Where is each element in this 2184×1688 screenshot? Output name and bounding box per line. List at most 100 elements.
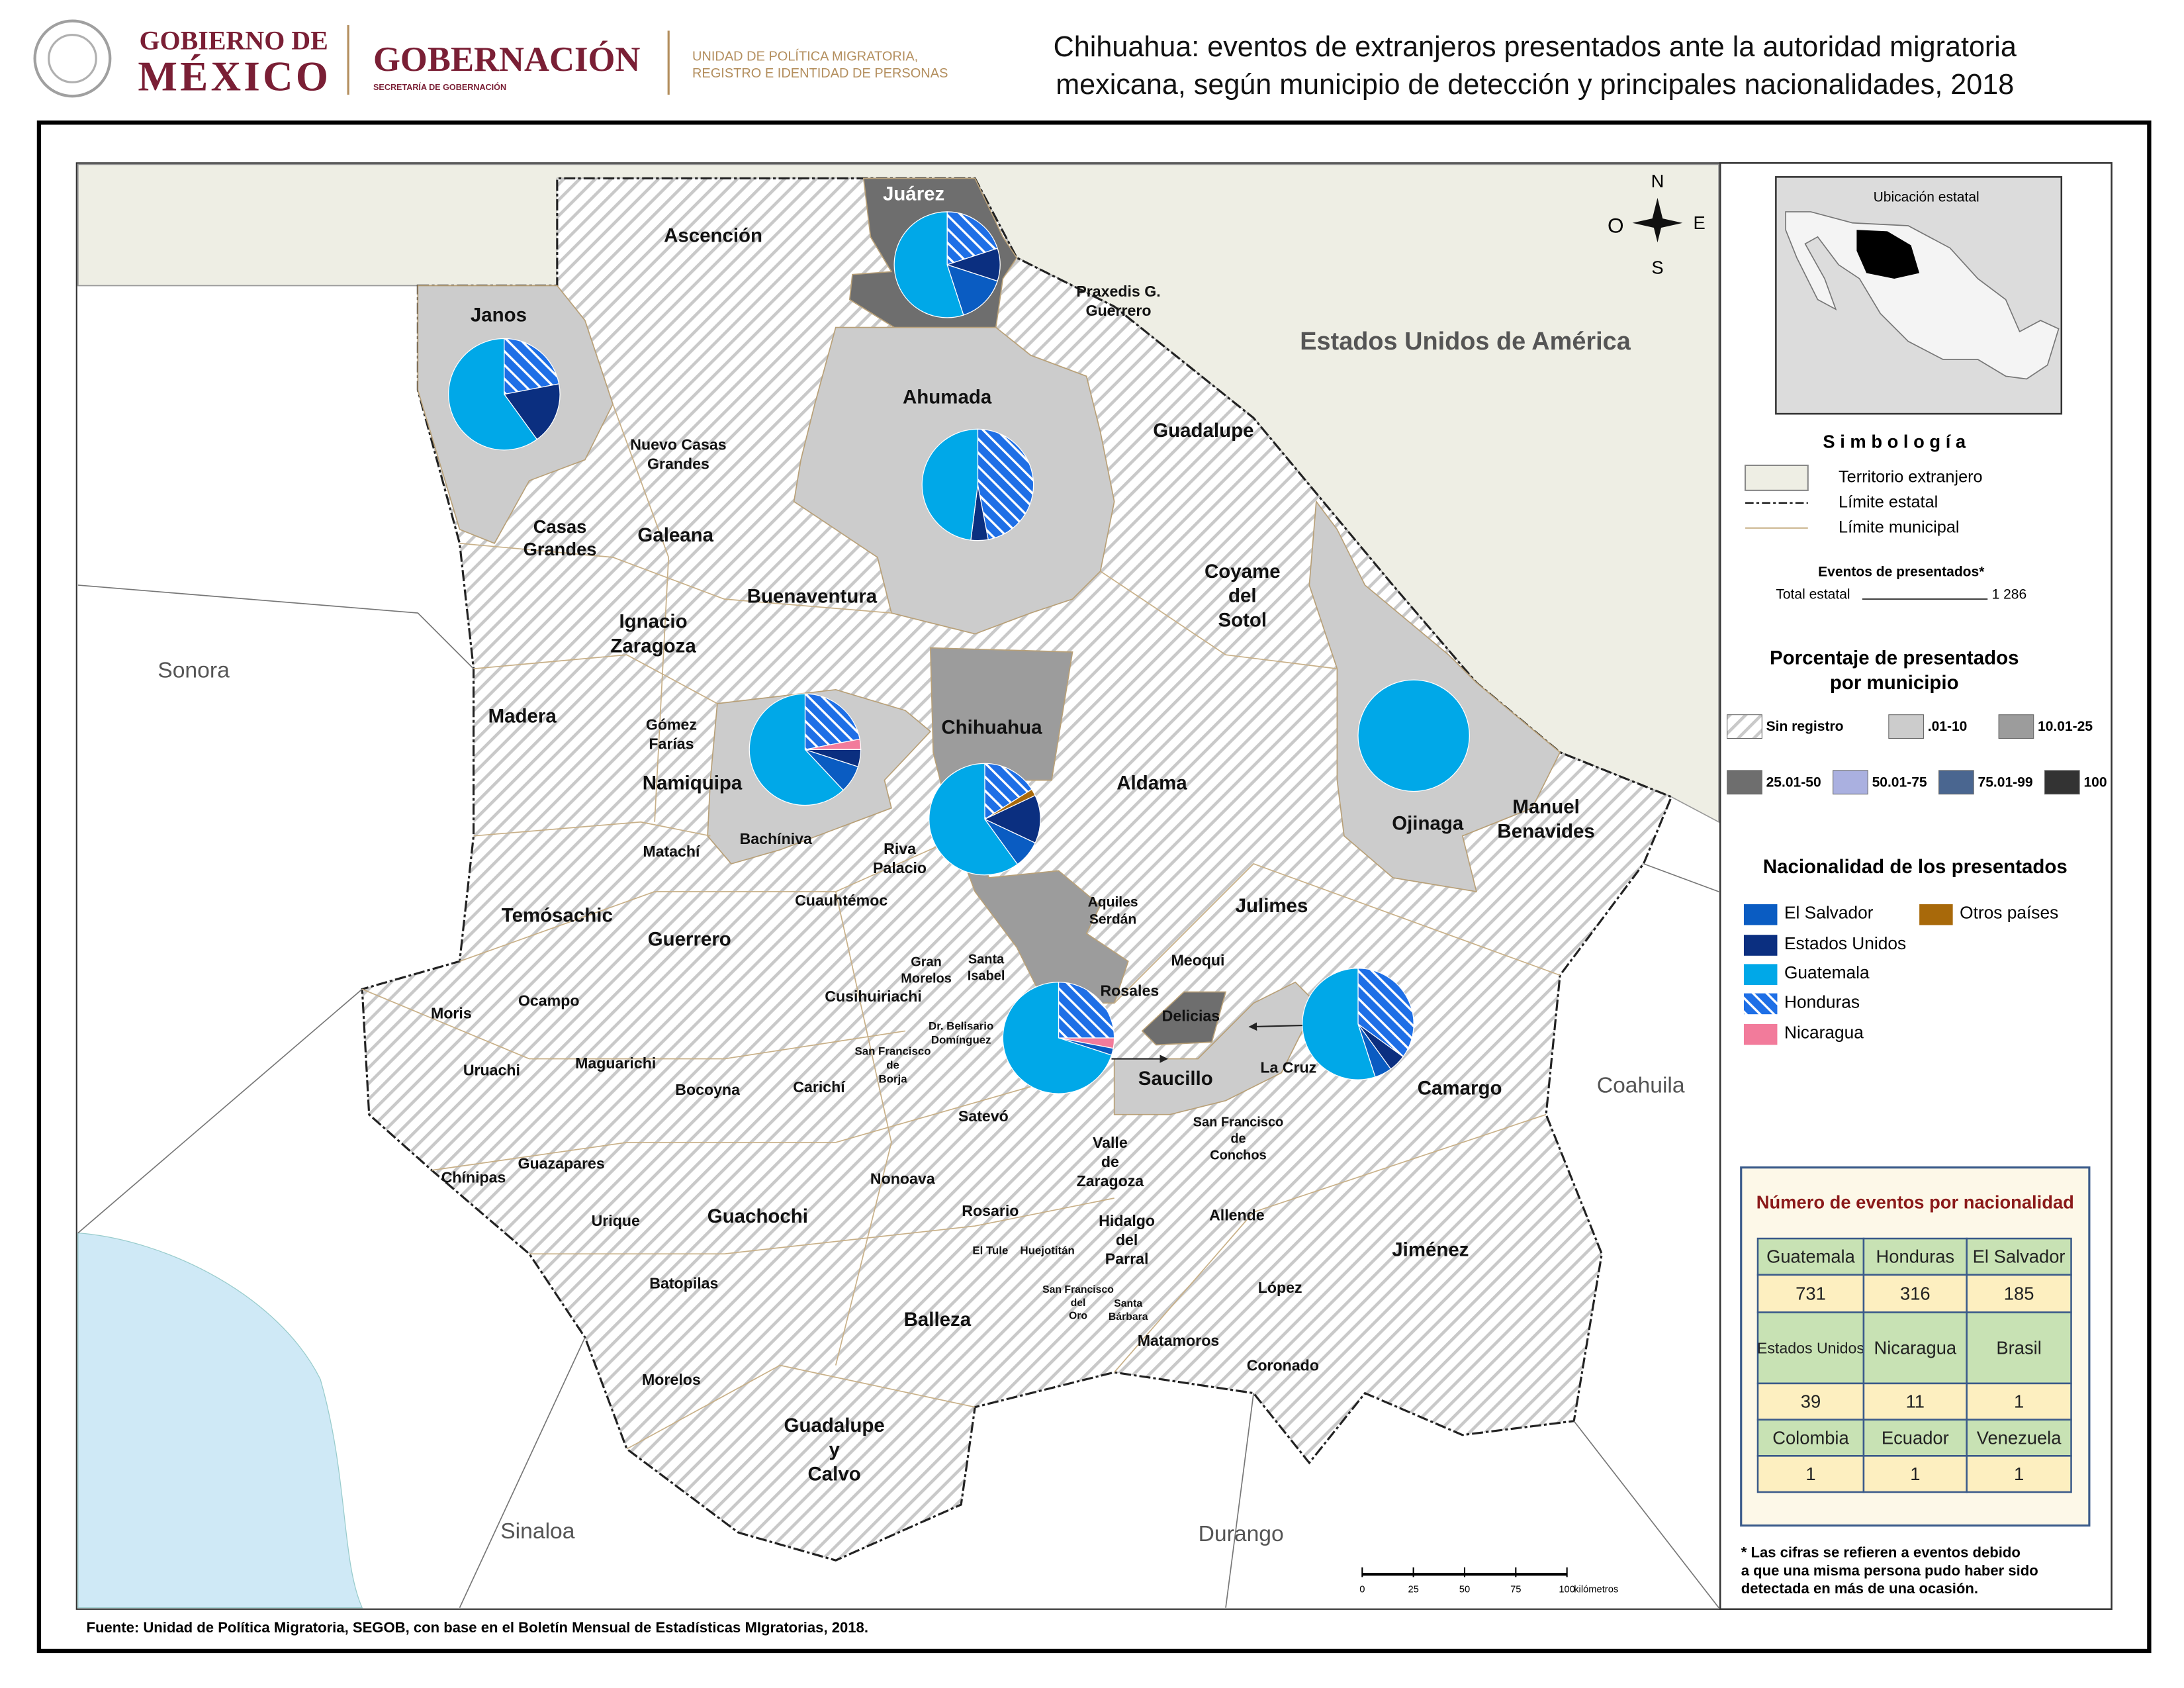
- municipality-label: Cuauhtémoc: [795, 892, 887, 909]
- events-title: Eventos de presentados*: [1818, 565, 1985, 580]
- municipality-label: Maguarichi: [575, 1055, 656, 1072]
- source: Fuente: Unidad de Política Migratoria, S…: [86, 1619, 868, 1636]
- state-border: [77, 988, 363, 1234]
- municipal-border: [612, 404, 670, 822]
- table-header-cell: [1862, 1419, 1968, 1457]
- municipality-label: Delicias: [1162, 1007, 1220, 1024]
- percent-title: Porcentaje de presentados: [1770, 647, 2019, 669]
- municipality-label: Jiménez: [1392, 1239, 1469, 1261]
- scale-tick-label: 75: [1510, 1584, 1521, 1595]
- municipality-label: Calvo: [808, 1464, 861, 1485]
- pie-slice: [983, 794, 1041, 844]
- municipal-border: [473, 654, 718, 704]
- neighbor-label: Durango: [1199, 1522, 1284, 1546]
- table-cell: [1862, 1382, 1968, 1421]
- table-header-text: Ecuador: [1882, 1427, 1949, 1448]
- municipality-label: Meoqui: [1171, 951, 1224, 968]
- nationality-swatch: [1919, 904, 1953, 925]
- municipality-label: Chihuahua: [941, 717, 1042, 739]
- municipality-label: Coyame: [1205, 561, 1281, 583]
- municipality-label: Morelos: [901, 972, 952, 986]
- municipality-label: Juárez: [883, 183, 944, 205]
- municipal-border: [459, 835, 962, 962]
- nationality-title: Nacionalidad de los presentados: [1763, 856, 2068, 878]
- municipality-label: Nuevo Casas: [630, 436, 726, 453]
- municipality-label: La Cruz: [1260, 1058, 1316, 1076]
- title: mexicana, según municipio de detección y…: [1056, 69, 2014, 101]
- nationality-label: El Salvador: [1784, 903, 1874, 923]
- municipality-label: Riva: [884, 840, 917, 857]
- pie-slice: [984, 763, 1032, 820]
- municipal-border: [529, 1197, 1115, 1255]
- municipality-label: López: [1258, 1279, 1302, 1296]
- municipality-label: Aquiles: [1088, 894, 1138, 910]
- table-value: 39: [1801, 1391, 1821, 1412]
- table-value: 185: [2004, 1283, 2034, 1303]
- scale-tick-label: 50: [1459, 1584, 1470, 1595]
- table-header-cell: [1966, 1419, 2072, 1457]
- municipality-label: Julimes: [1236, 895, 1308, 917]
- table-header-text: El Salvador: [1973, 1246, 2066, 1267]
- municipality-label: y: [829, 1439, 840, 1461]
- inset-chihuahua: [1856, 230, 1920, 279]
- nationality-label: Honduras: [1784, 992, 1860, 1011]
- municipal-border: [626, 1364, 976, 1450]
- neighbor-label: Sonora: [158, 658, 230, 682]
- municipality-label: de: [886, 1059, 899, 1072]
- municipality-label: Ojinaga: [1392, 813, 1464, 835]
- municipality-label: Urique: [592, 1212, 640, 1229]
- table-value: 1: [1805, 1464, 1815, 1484]
- pie-slice: [504, 338, 560, 395]
- class-label: Sin registro: [1766, 719, 1844, 734]
- municipality-label: Palacio: [873, 859, 927, 876]
- municipality-label: Guachochi: [707, 1205, 808, 1227]
- municipality-label: Camargo: [1418, 1078, 1502, 1100]
- municipality-label: Gómez: [646, 716, 697, 733]
- municipality-label: Coronado: [1247, 1357, 1319, 1374]
- municipality-shaded: [1141, 991, 1227, 1046]
- municipality-label: Santa: [1114, 1298, 1142, 1309]
- municipality-label: Bachíniva: [740, 830, 813, 847]
- table-cell: [1966, 1382, 2072, 1421]
- class-swatch: [1833, 770, 1868, 795]
- nationality-swatch: [1743, 993, 1778, 1015]
- total-label: Total estatal: [1776, 586, 1850, 602]
- municipality-label: Gran: [911, 955, 942, 970]
- municipality-label: Galeana: [637, 524, 713, 546]
- state-border: [1225, 1393, 1254, 1608]
- table-header-text: Estados Unidos: [1757, 1339, 1864, 1356]
- symbol-label: Territorio extranjero: [1839, 468, 1983, 487]
- pie-slice: [749, 693, 844, 806]
- pie-slice: [448, 338, 538, 451]
- municipality-label: Zaragoza: [1077, 1172, 1145, 1190]
- municipal-border: [1114, 1113, 1547, 1373]
- municipality-label: Saucillo: [1138, 1068, 1213, 1090]
- municipality-label: Valle: [1093, 1134, 1128, 1151]
- table-header-text: Nicaragua: [1874, 1338, 1956, 1358]
- municipality-label: Farías: [649, 735, 694, 753]
- table-header-text: Brasil: [1996, 1338, 2041, 1358]
- table-cell: [1756, 1455, 1865, 1493]
- inset-title: Ubicación estatal: [1874, 189, 1979, 205]
- class-label: 75.01-99: [1978, 774, 2033, 790]
- symbology-title: S i m b o l o g í a: [1823, 432, 1966, 452]
- class-swatch: [1727, 770, 1762, 795]
- municipality-label: Manuel: [1512, 796, 1579, 818]
- class-label: .01-10: [1928, 719, 1968, 734]
- municipal-border: [1100, 571, 1338, 670]
- table-header-cell: [1756, 1419, 1865, 1457]
- ministry-sub: SECRETARÍA DE GOBERNACIÓN: [373, 82, 506, 92]
- state-border: [1643, 863, 1719, 892]
- municipality-label: Huejotitán: [1021, 1244, 1075, 1256]
- municipality-label: Oro: [1069, 1311, 1087, 1322]
- municipality-label: Janos: [471, 305, 527, 326]
- municipality-label: Carichí: [793, 1078, 846, 1096]
- table-value: 11: [1906, 1391, 1925, 1412]
- nationality-swatch: [1743, 1023, 1778, 1045]
- pie-slice: [1357, 679, 1470, 792]
- table-header-text: Colombia: [1772, 1427, 1849, 1448]
- overlay: Juárez Ascención Praxedis G. Guerrero Janos A…: [86, 162, 2113, 1636]
- symbol-label: Límite municipal: [1839, 518, 1959, 536]
